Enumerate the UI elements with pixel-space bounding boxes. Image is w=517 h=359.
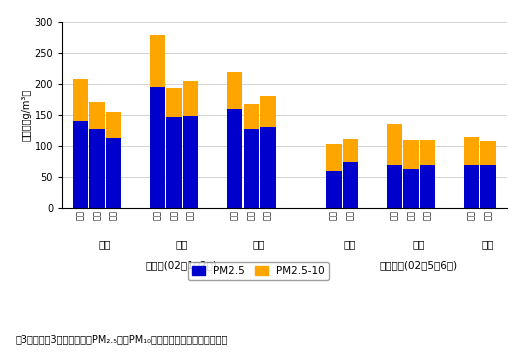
Bar <box>420 165 435 208</box>
Bar <box>89 129 105 208</box>
Bar <box>89 102 105 129</box>
Text: 図3　瀛陽平3地域におけるPM₂.₅及びPM₁₀の屋外、室内、個人暴露濃度: 図3 瀛陽平3地域におけるPM₂.₅及びPM₁₀の屋外、室内、個人暴露濃度 <box>16 335 228 345</box>
Text: 和平: 和平 <box>344 239 356 249</box>
Bar <box>343 139 358 162</box>
Bar <box>73 121 88 208</box>
Bar <box>387 124 402 165</box>
Text: 文芸: 文芸 <box>413 239 425 249</box>
Text: 和平: 和平 <box>99 239 111 249</box>
Text: 文芸: 文芸 <box>176 239 188 249</box>
Bar <box>480 165 496 208</box>
Bar <box>244 104 259 129</box>
Bar <box>183 116 199 208</box>
Bar <box>73 79 88 121</box>
Text: 泰山: 泰山 <box>481 239 494 249</box>
Bar <box>464 137 479 165</box>
Bar <box>403 169 419 208</box>
Bar <box>183 81 199 116</box>
Bar <box>106 112 121 138</box>
Bar <box>244 129 259 208</box>
Bar <box>166 88 182 117</box>
Y-axis label: 濃度（㎛g/m³）: 濃度（㎛g/m³） <box>22 89 32 141</box>
Bar <box>420 140 435 165</box>
Text: 暖房期(02年1～2月): 暖房期(02年1～2月) <box>146 260 218 270</box>
Bar <box>326 171 342 208</box>
Bar <box>403 140 419 169</box>
Bar <box>480 141 496 165</box>
Bar <box>387 165 402 208</box>
Bar <box>150 35 165 87</box>
Bar <box>106 138 121 208</box>
Bar <box>227 72 242 109</box>
Bar <box>326 144 342 171</box>
Text: 非暖房期(02年5～6月): 非暖房期(02年5～6月) <box>379 260 458 270</box>
Bar <box>150 87 165 208</box>
Bar <box>260 96 276 127</box>
Bar <box>464 165 479 208</box>
Bar <box>260 127 276 208</box>
Bar <box>227 109 242 208</box>
Bar <box>343 162 358 208</box>
Bar <box>166 117 182 208</box>
Legend: PM2.5, PM2.5-10: PM2.5, PM2.5-10 <box>188 262 329 280</box>
Text: 泰山: 泰山 <box>253 239 265 249</box>
